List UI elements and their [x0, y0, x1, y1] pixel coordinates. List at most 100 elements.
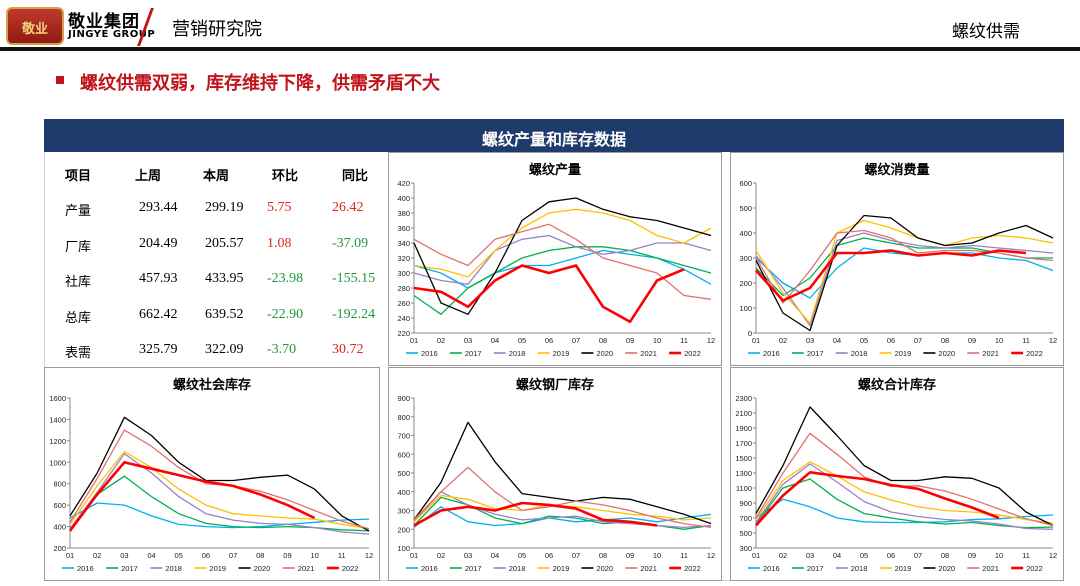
- series-line-2018: [413, 234, 712, 285]
- table-cell-wow: -23.98: [267, 271, 304, 286]
- y-tick-label: 400: [739, 229, 752, 238]
- series-line-2018: [413, 491, 712, 529]
- table-cell-name: 总库: [65, 310, 92, 326]
- x-tick-label: 03: [806, 336, 814, 345]
- x-tick-label: 07: [914, 551, 922, 560]
- legend-label: 2022: [342, 564, 359, 573]
- x-tick-label: 12: [707, 336, 715, 345]
- x-tick-label: 08: [256, 551, 264, 560]
- factory-inventory-chart: 螺纹钢厂库存 100 200 300 400 500 600 700 800 900 01 02 03…: [388, 367, 722, 581]
- legend-label: 2018: [509, 349, 526, 358]
- x-tick-label: 05: [860, 336, 868, 345]
- y-tick-label: 340: [397, 239, 410, 248]
- consumption-chart-svg: 0 100 200 300 400 500 600 01 02 03 04 05 06 07 08 09 10 1…: [739, 179, 1057, 358]
- y-tick-label: 300: [739, 544, 752, 553]
- series-line-2018: [755, 232, 1054, 327]
- y-tick-label: 1200: [49, 437, 66, 446]
- y-tick-label: 400: [53, 523, 66, 532]
- table-cell-name: 产量: [65, 204, 92, 219]
- x-tick-label: 10: [653, 551, 661, 560]
- legend-label: 2017: [807, 349, 824, 358]
- y-tick-label: 900: [739, 499, 752, 508]
- y-tick-label: 200: [53, 544, 66, 553]
- table-cell-wow: -3.70: [267, 342, 297, 357]
- y-tick-label: 1400: [49, 415, 66, 424]
- table-header-prev: 上周: [135, 169, 162, 184]
- x-tick-label: 09: [283, 551, 291, 560]
- x-tick-label: 03: [464, 551, 472, 560]
- legend-label: 2021: [298, 564, 315, 573]
- x-tick-label: 06: [202, 551, 210, 560]
- table-cell-wow: 1.08: [267, 235, 292, 251]
- series-line-2017: [413, 246, 712, 315]
- series-line-2020: [755, 214, 1054, 332]
- series-line-2020: [69, 416, 370, 532]
- table-cell-name: 社库: [65, 275, 92, 290]
- y-tick-label: 1700: [735, 439, 752, 448]
- series-line-2018: [69, 453, 370, 535]
- y-tick-label: 500: [397, 469, 410, 478]
- legend-label: 2022: [684, 349, 701, 358]
- table-header-item: 项目: [65, 169, 92, 184]
- x-tick-label: 04: [491, 336, 499, 345]
- y-tick-label: 1600: [49, 394, 66, 403]
- y-tick-label: 700: [739, 514, 752, 523]
- series-line-2019: [413, 208, 712, 278]
- series-line-2020: [755, 406, 1054, 527]
- series-line-2022: [413, 501, 658, 527]
- legend-label: 2019: [895, 349, 912, 358]
- table-cell-yoy: -155.15: [332, 271, 376, 286]
- production-chart: 螺纹产量 220 240 260 280 300 320 340 360 380 400 420 01…: [388, 152, 722, 366]
- series-line-2022: [413, 264, 685, 324]
- x-tick-label: 03: [806, 551, 814, 560]
- table-header-wow: 环比: [272, 169, 299, 184]
- table-header-yoy: 同比: [342, 169, 369, 184]
- social-inventory-chart: 螺纹社会库存 200 400 600 800 1000 1200 1400 1600 01 02 0…: [44, 367, 380, 581]
- x-tick-label: 08: [599, 551, 607, 560]
- x-tick-label: 06: [545, 336, 553, 345]
- x-tick-label: 07: [229, 551, 237, 560]
- x-tick-label: 09: [626, 336, 634, 345]
- x-tick-label: 01: [66, 551, 74, 560]
- x-tick-label: 05: [175, 551, 183, 560]
- legend-label: 2019: [553, 349, 570, 358]
- chart-title: 螺纹钢厂库存: [515, 378, 594, 393]
- series-line-2019: [69, 450, 370, 530]
- consumption-chart: 螺纹消费量 0 100 200 300 400 500 600 01 02 03 04 05 06 07 0…: [730, 152, 1064, 366]
- y-tick-label: 220: [397, 329, 410, 338]
- page-header: 敬业 敬业集团 JINGYE GROUP 营销研究院 螺纹供需: [0, 0, 1080, 55]
- x-tick-label: 10: [653, 336, 661, 345]
- x-tick-label: 05: [518, 551, 526, 560]
- y-tick-label: 420: [397, 179, 410, 188]
- x-tick-label: 12: [365, 551, 373, 560]
- legend-label: 2022: [1026, 564, 1043, 573]
- table-cell-yoy: 30.72: [332, 342, 364, 357]
- x-tick-label: 08: [941, 336, 949, 345]
- x-tick-label: 03: [120, 551, 128, 560]
- x-tick-label: 02: [93, 551, 101, 560]
- series-line-2019: [755, 219, 1054, 324]
- x-tick-label: 02: [437, 336, 445, 345]
- series-line-2021: [755, 229, 1054, 304]
- chart-title: 螺纹消费量: [864, 163, 930, 178]
- y-tick-label: 900: [397, 394, 410, 403]
- x-tick-label: 01: [752, 336, 760, 345]
- table-cell-name: 表需: [65, 346, 92, 361]
- series-line-2022: [68, 461, 316, 532]
- x-tick-label: 10: [995, 551, 1003, 560]
- legend-label: 2019: [895, 564, 912, 573]
- legend-label: 2020: [254, 564, 271, 573]
- legend-label: 2019: [209, 564, 226, 573]
- factory-inventory-chart-svg: 100 200 300 400 500 600 700 800 900 01 02 03 04 05 06 0…: [397, 394, 715, 573]
- legend-label: 2016: [421, 349, 438, 358]
- table-cell-curr: 639.52: [205, 306, 244, 322]
- legend-label: 2017: [465, 349, 482, 358]
- y-tick-label: 700: [397, 432, 410, 441]
- legend-label: 2017: [465, 564, 482, 573]
- x-tick-label: 11: [1022, 336, 1030, 345]
- x-tick-label: 06: [887, 336, 895, 345]
- y-tick-label: 260: [397, 299, 410, 308]
- x-tick-label: 02: [779, 551, 787, 560]
- series-line-2016: [69, 502, 370, 529]
- x-tick-label: 05: [860, 551, 868, 560]
